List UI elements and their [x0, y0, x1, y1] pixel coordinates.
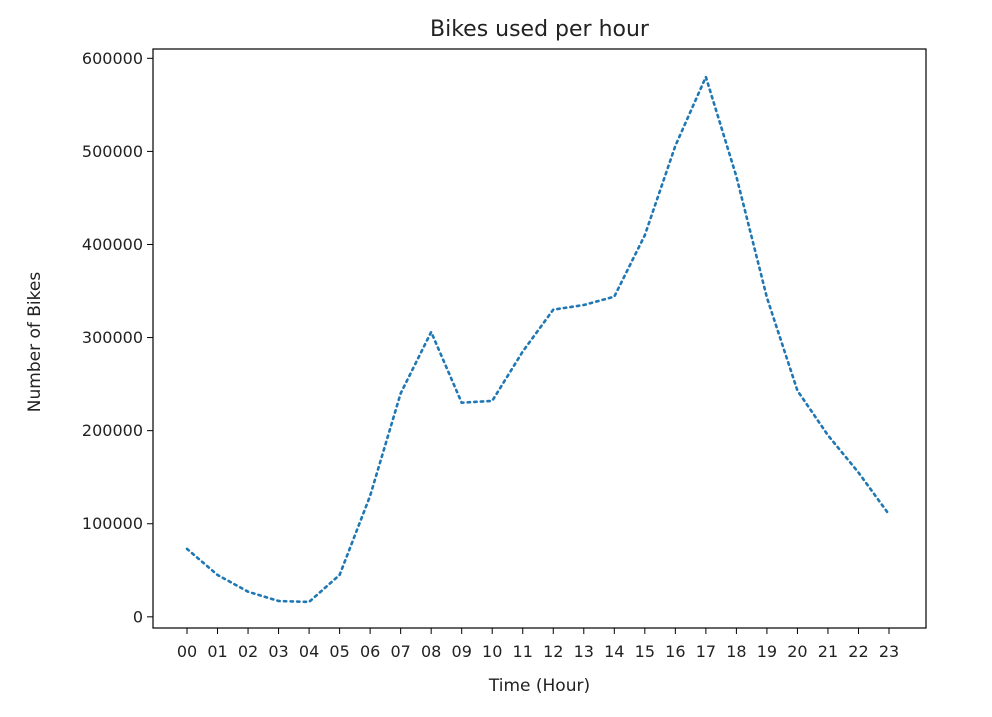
x-tick-label: 19	[757, 642, 777, 661]
y-tick-label: 300000	[82, 328, 143, 347]
y-tick-label: 200000	[82, 421, 143, 440]
plot-area-frame	[152, 48, 927, 629]
x-tick-label: 10	[482, 642, 502, 661]
y-axis: 0 100000 200000 300000 400000 500000 600000	[82, 49, 153, 626]
x-tick-label: 04	[299, 642, 319, 661]
x-tick-label: 18	[726, 642, 746, 661]
x-tick-label: 09	[452, 642, 472, 661]
x-tick-label: 01	[207, 642, 227, 661]
y-tick-label: 500000	[82, 142, 143, 161]
series-line	[185, 75, 891, 604]
x-tick-label: 17	[696, 642, 716, 661]
x-tick-label: 16	[665, 642, 685, 661]
x-tick-label: 05	[329, 642, 349, 661]
x-tick-label: 15	[635, 642, 655, 661]
x-tick-label: 21	[818, 642, 838, 661]
x-tick-label: 07	[390, 642, 410, 661]
y-tick-label: 0	[133, 607, 143, 626]
x-tick-label: 11	[513, 642, 533, 661]
x-tick-label: 03	[268, 642, 288, 661]
x-tick-label: 22	[848, 642, 868, 661]
chart-title: Bikes used per hour	[430, 17, 650, 42]
y-tick-label: 400000	[82, 235, 143, 254]
x-tick-label: 23	[879, 642, 899, 661]
x-axis: 00 01 02 03 04 05 06 07 08 09 10 11 12 13 14 15 16 17 18 19…	[177, 628, 899, 661]
x-tick-label: 02	[238, 642, 258, 661]
y-tick-label: 100000	[82, 514, 143, 533]
x-tick-label: 12	[543, 642, 563, 661]
x-tick-label: 20	[787, 642, 807, 661]
x-tick-label: 06	[360, 642, 380, 661]
x-tick-label: 14	[604, 642, 624, 661]
y-axis-label: Number of Bikes	[25, 272, 45, 413]
x-tick-label: 00	[177, 642, 197, 661]
x-tick-label: 08	[421, 642, 441, 661]
x-axis-label: Time (Hour)	[488, 676, 590, 696]
x-tick-label: 13	[574, 642, 594, 661]
y-tick-label: 600000	[82, 49, 143, 68]
series-layer	[185, 75, 891, 604]
